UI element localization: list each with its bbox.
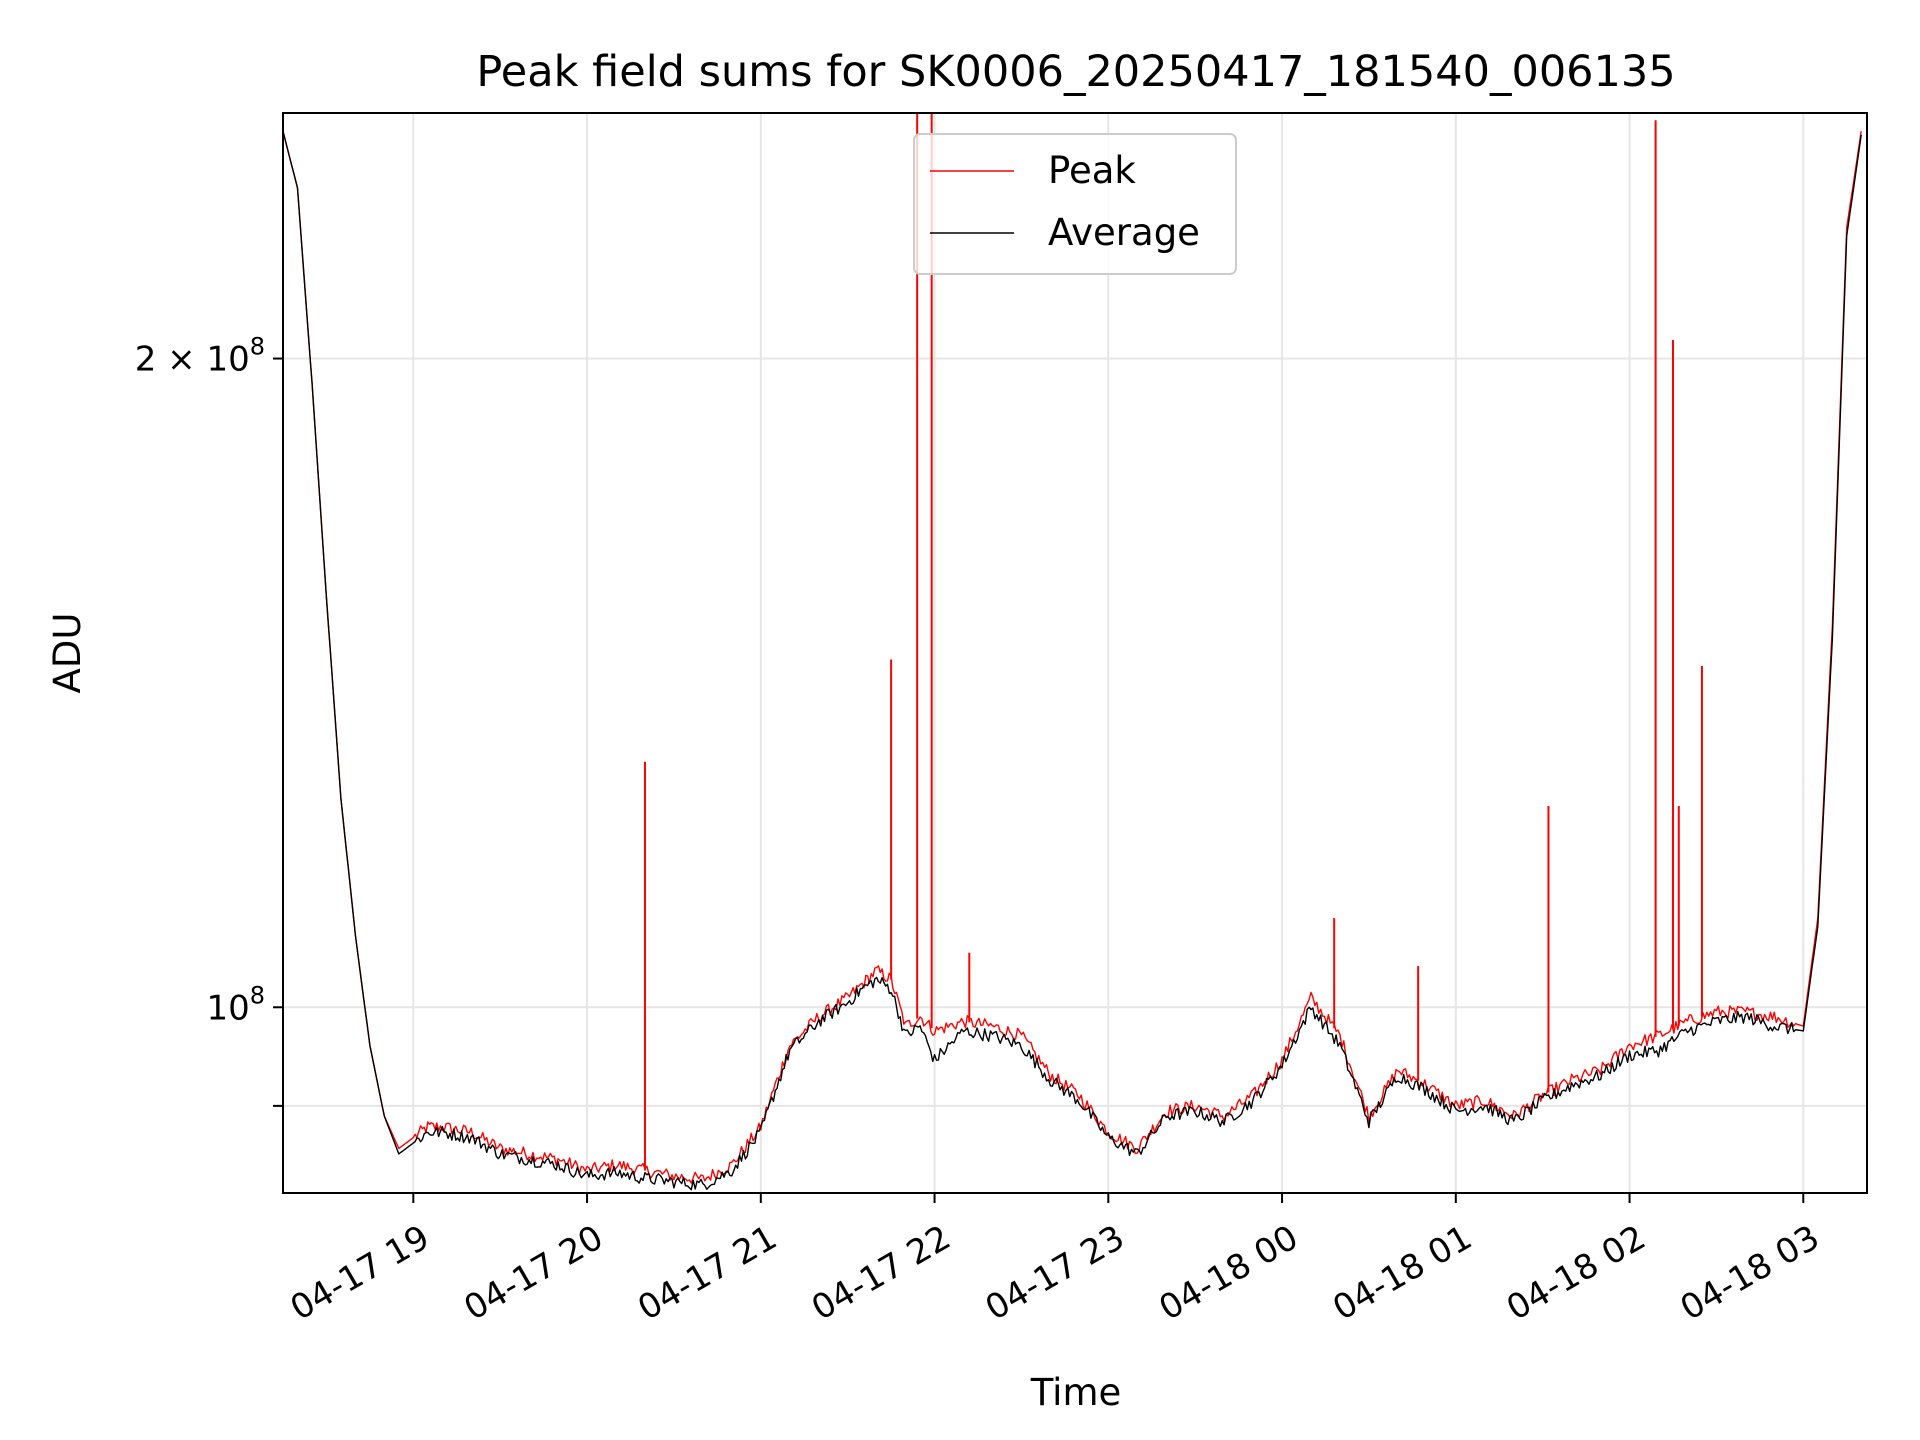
y-axis: 2 × 108 108 [135,333,283,1107]
y-tick-label: 108 [206,981,265,1028]
series-line-peak [283,131,1862,1184]
legend-box [913,133,1237,275]
plot-frame [282,112,1868,1194]
series-line-average [283,131,1862,1191]
legend-label-average: Average [1048,211,1200,254]
grid [283,113,1867,1193]
y-tick-label: 2 × 108 [135,333,265,380]
plot-area [283,113,1862,1191]
y-axis-label: ADU [46,613,89,694]
legend: Peak Average [913,133,1237,275]
legend-label-peak: Peak [1048,149,1136,192]
x-axis-label: Time [1030,1371,1122,1414]
chart-title: Peak field sums for SK0006_20250417_1815… [476,47,1675,97]
